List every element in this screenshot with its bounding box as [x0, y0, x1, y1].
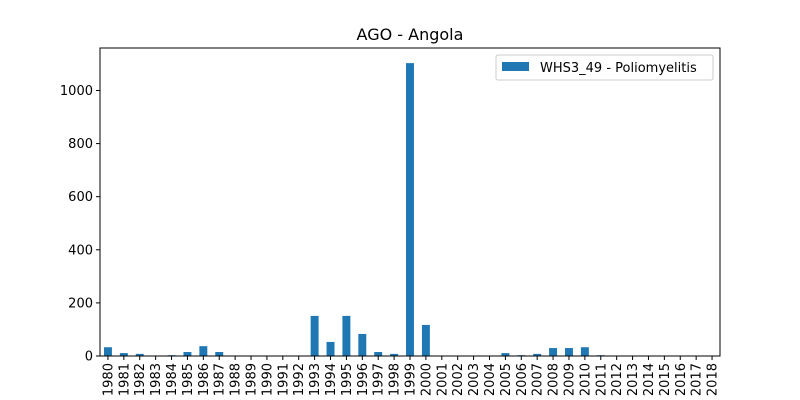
x-tick-label-1993: 1993: [308, 363, 323, 396]
x-tick-label-2000: 2000: [419, 363, 434, 396]
bar-1998: [390, 353, 399, 356]
y-tick-label-1000: 1000: [60, 84, 93, 99]
bar-1980: [103, 347, 112, 356]
legend-box: [495, 54, 714, 81]
x-tick-label-1998: 1998: [388, 363, 403, 396]
bar-1997: [374, 352, 383, 356]
plot-frame: [99, 47, 721, 357]
x-tick-label-1992: 1992: [292, 363, 307, 396]
bar-1993: [310, 315, 319, 356]
bar-1981: [119, 353, 128, 356]
y-tick-label-400: 400: [68, 243, 93, 258]
x-tick-label-2008: 2008: [547, 363, 562, 396]
x-tick-label-2013: 2013: [626, 363, 641, 396]
x-tick-label-1991: 1991: [276, 363, 291, 396]
y-axis: 0 200 400 600 800 1000: [60, 84, 100, 365]
x-tick-label-2018: 2018: [706, 363, 721, 396]
x-tick-label-1980: 1980: [101, 363, 116, 396]
x-tick-label-1986: 1986: [197, 363, 212, 396]
bar-2008: [549, 348, 558, 356]
bar-2007: [533, 353, 542, 356]
bar-2000: [421, 324, 430, 356]
x-tick-label-1981: 1981: [117, 363, 132, 396]
x-tick-label-2016: 2016: [674, 363, 689, 396]
x-tick-label-2009: 2009: [562, 363, 577, 396]
x-tick-label-1983: 1983: [149, 363, 164, 396]
bar-2010: [580, 347, 589, 356]
y-tick-label-800: 800: [68, 137, 93, 152]
x-tick-label-2017: 2017: [690, 363, 705, 396]
x-tick-label-1989: 1989: [245, 363, 260, 396]
chart-title: AGO - Angola: [357, 25, 464, 44]
legend-label: WHS3_49 - Poliomyelitis: [540, 61, 697, 76]
bar-1995: [342, 315, 351, 356]
bar-1999: [406, 63, 414, 356]
x-tick-label-1984: 1984: [165, 363, 180, 396]
x-tick-label-2007: 2007: [531, 363, 546, 396]
x-tick-label-2005: 2005: [499, 363, 514, 396]
x-tick-label-1994: 1994: [324, 363, 339, 396]
x-tick-label-1996: 1996: [356, 363, 371, 396]
x-tick-label-2004: 2004: [483, 363, 498, 396]
x-tick-label-1988: 1988: [229, 363, 244, 396]
x-tick-label-1987: 1987: [213, 363, 228, 396]
x-tick-label-2003: 2003: [467, 363, 482, 396]
x-tick-label-2015: 2015: [658, 363, 673, 396]
x-axis: 1980 1981 1982 1983 1984 1985 1986 1987 1988 1989…: [101, 356, 721, 396]
bar-1985: [183, 352, 192, 356]
x-tick-label-2011: 2011: [594, 363, 609, 396]
x-tick-label-2006: 2006: [515, 363, 530, 396]
y-tick-label-600: 600: [68, 190, 93, 205]
x-tick-label-2012: 2012: [610, 363, 625, 396]
y-tick-label-200: 200: [68, 296, 93, 311]
bar-1986: [199, 346, 208, 356]
x-tick-label-1995: 1995: [340, 363, 355, 396]
x-tick-label-2001: 2001: [435, 363, 450, 396]
bar-1996: [358, 333, 367, 356]
x-tick-label-1990: 1990: [260, 363, 275, 396]
x-tick-label-1997: 1997: [372, 363, 387, 396]
legend: WHS3_49 - Poliomyelitis: [495, 54, 714, 81]
bar-1994: [326, 341, 335, 356]
x-tick-label-2010: 2010: [578, 363, 593, 396]
bars: [103, 63, 605, 356]
y-tick-label-0: 0: [85, 350, 93, 365]
bar-1987: [215, 352, 224, 356]
x-tick-label-2014: 2014: [642, 363, 657, 396]
x-tick-label-1982: 1982: [133, 363, 148, 396]
x-tick-label-1985: 1985: [181, 363, 196, 396]
x-tick-label-2002: 2002: [451, 363, 466, 396]
bar-2009: [565, 348, 573, 356]
legend-swatch: [502, 62, 529, 71]
x-tick-label-1999: 1999: [404, 363, 419, 396]
bar-2005: [501, 353, 510, 356]
bar-1982: [135, 353, 144, 356]
